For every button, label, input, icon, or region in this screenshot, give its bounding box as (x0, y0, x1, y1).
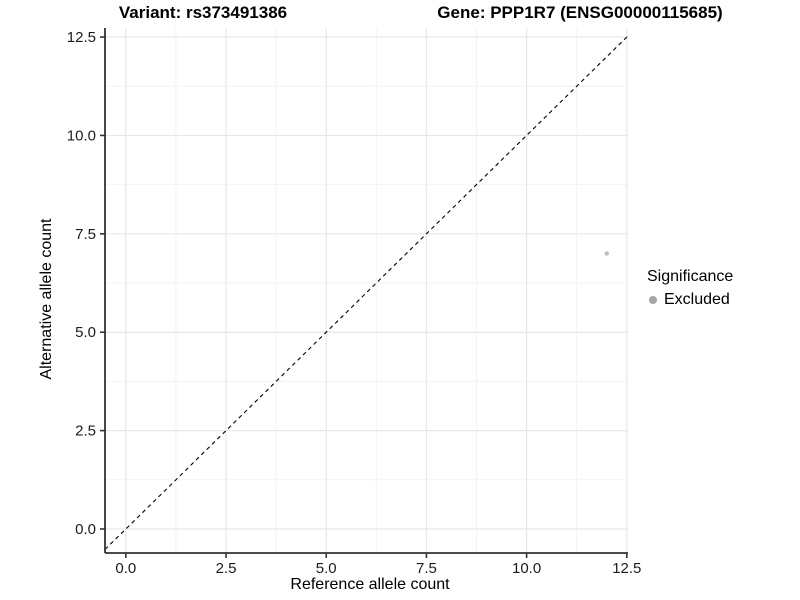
x-axis-title: Reference allele count (290, 576, 450, 593)
y-axis-title: Alternative allele count (38, 218, 55, 380)
legend-point-icon (649, 296, 657, 304)
y-tick-label: 10.0 (67, 127, 96, 144)
plot-title-variant: Variant: rs373491386 (118, 3, 288, 22)
y-tick-label: 0.0 (75, 521, 96, 538)
x-tick-label: 10.0 (512, 560, 541, 577)
identity-reference-line (104, 35, 629, 550)
x-tick-label: 5.0 (316, 560, 337, 577)
y-tick-label: 5.0 (75, 324, 96, 341)
y-tick-label: 12.5 (67, 29, 96, 46)
legend-item-label: Excluded (664, 291, 730, 308)
x-tick-label: 7.5 (416, 560, 437, 577)
x-tick-label: 0.0 (115, 560, 136, 577)
legend-title: Significance (647, 268, 734, 285)
x-tick-label: 12.5 (612, 560, 641, 577)
legend-item-excluded: Excluded (647, 291, 733, 309)
legend: Significance Excluded (647, 268, 733, 309)
x-tick-label: 2.5 (216, 560, 237, 577)
plot-title-gene: Gene: PPP1R7 (ENSG00000115685) (437, 3, 723, 22)
y-tick-label: 7.5 (75, 226, 96, 243)
data-point (604, 251, 609, 256)
y-tick-label: 2.5 (75, 423, 96, 440)
